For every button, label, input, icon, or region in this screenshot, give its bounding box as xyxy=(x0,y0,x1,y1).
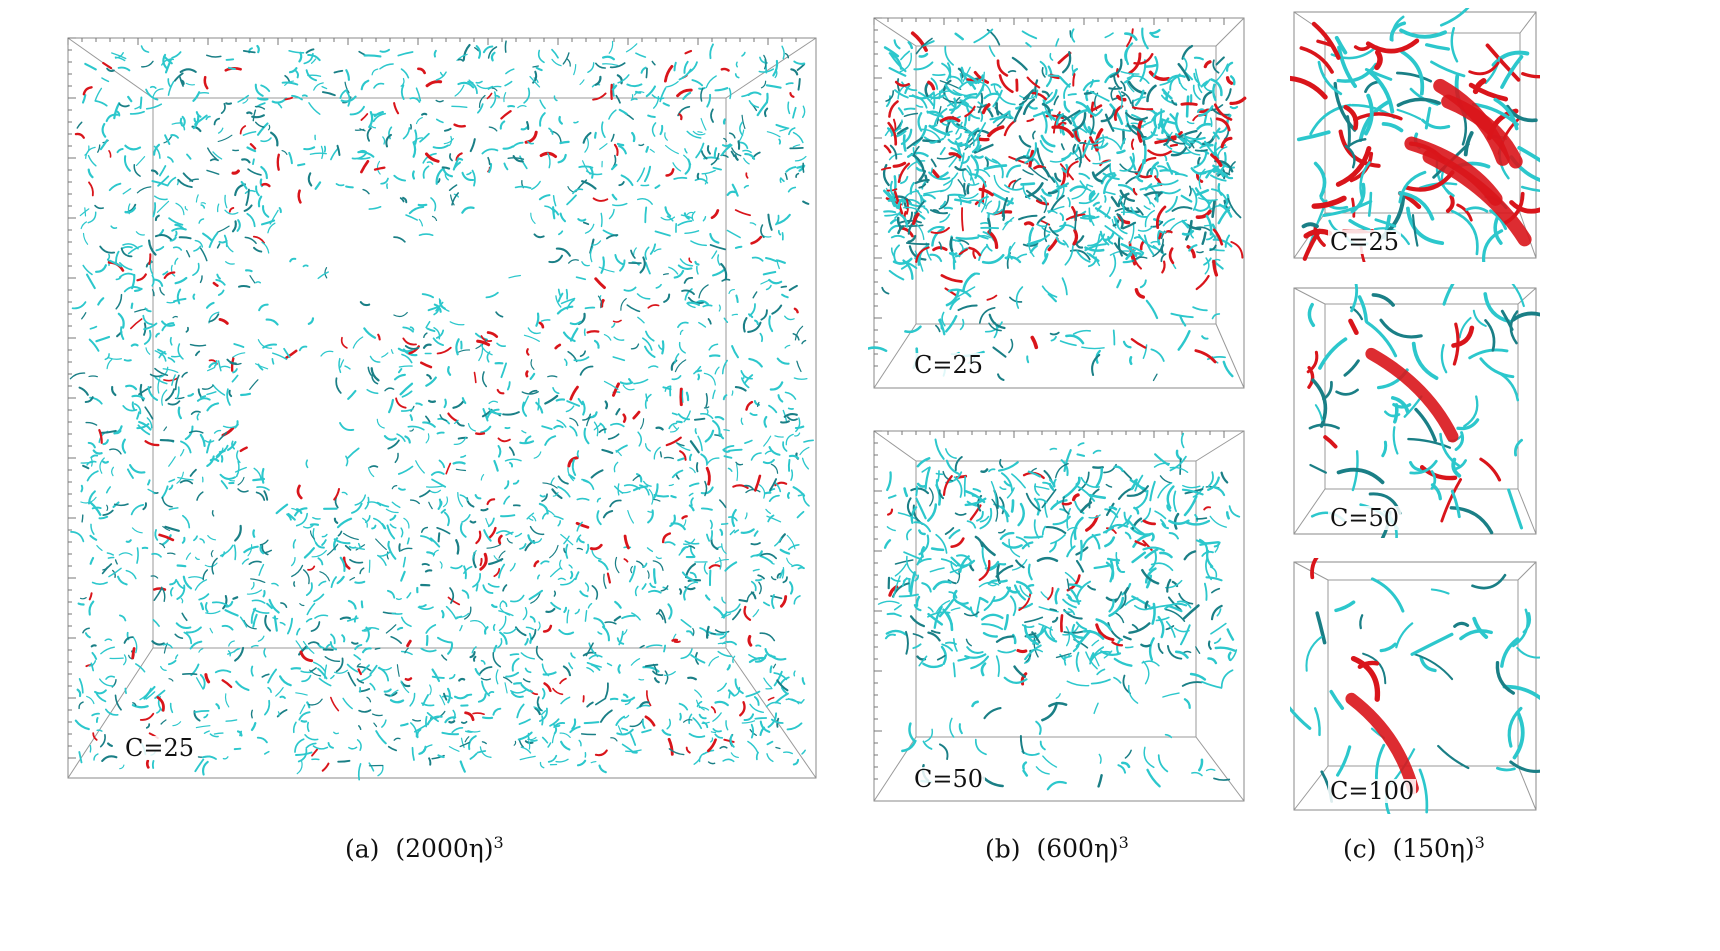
caption-a-math: (2000η) xyxy=(395,834,494,864)
panel-c-middle-vortex-render xyxy=(1293,284,1540,538)
vortex-filaments xyxy=(1306,284,1540,538)
panel-c-bottom-visualization: C=100 xyxy=(1290,558,1540,814)
panel-c-top-label: C=25 xyxy=(1328,228,1402,256)
caption-c-math: (150η) xyxy=(1392,834,1475,864)
panel-b-top-vortex-render xyxy=(868,17,1247,389)
bounding-box-frame xyxy=(1293,287,1537,535)
caption-a-exp: 3 xyxy=(493,833,504,852)
caption-c: (c) (150η)3 xyxy=(1343,833,1485,863)
panel-c-top-vortex-render xyxy=(1290,8,1540,262)
bounding-box-frame xyxy=(873,17,1245,389)
caption-c-exp: 3 xyxy=(1474,833,1485,852)
panel-c-top-visualization: C=25 xyxy=(1290,8,1540,262)
bounding-box-frame xyxy=(1293,561,1537,811)
panel-a-label: C=25 xyxy=(123,734,197,762)
caption-b-exp: 3 xyxy=(1118,833,1129,852)
panel-c-bottom-vortex-render xyxy=(1290,558,1540,814)
caption-c-tag: (c) xyxy=(1343,834,1377,864)
caption-b-math: (600η) xyxy=(1036,834,1119,864)
bounding-box-frame xyxy=(873,430,1245,802)
vortex-filaments xyxy=(69,40,814,781)
panel-b-bottom-visualization: C=50 xyxy=(868,425,1250,807)
panel-a-visualization: C=25 xyxy=(58,28,826,788)
panel-b-top-visualization: C=25 xyxy=(868,12,1250,394)
panel-c-bottom-label: C=100 xyxy=(1328,777,1417,805)
panel-c-middle-visualization: C=50 xyxy=(1290,284,1540,538)
vortex-filaments xyxy=(877,432,1241,791)
caption-a: (a) (2000η)3 xyxy=(345,833,504,863)
caption-a-tag: (a) xyxy=(345,834,380,864)
caption-b: (b) (600η)3 xyxy=(985,833,1129,863)
vortex-filaments xyxy=(1290,558,1540,814)
panel-b-bottom-label: C=50 xyxy=(912,765,986,793)
vortex-filaments xyxy=(1290,8,1540,262)
panel-b-bottom-vortex-render xyxy=(873,430,1245,802)
panel-b-top-label: C=25 xyxy=(912,351,986,379)
caption-b-tag: (b) xyxy=(985,834,1021,864)
panel-c-middle-label: C=50 xyxy=(1328,504,1402,532)
vortex-filaments xyxy=(868,27,1247,382)
panel-a-vortex-render xyxy=(67,37,817,781)
